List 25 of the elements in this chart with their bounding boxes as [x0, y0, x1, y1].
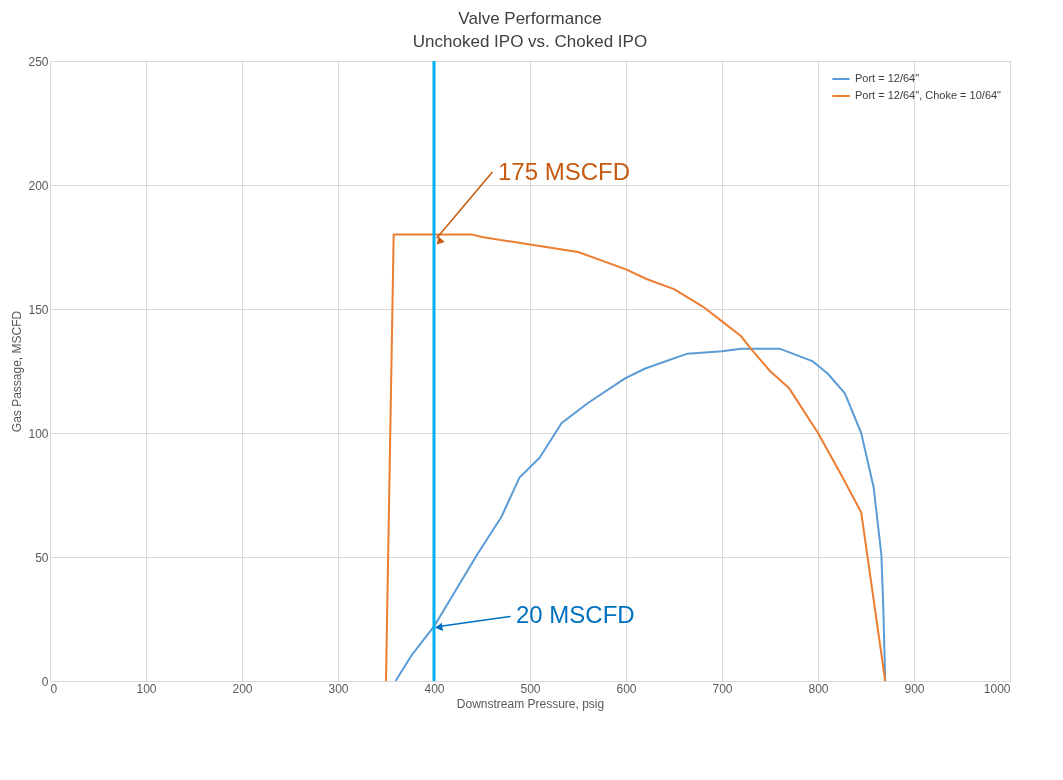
- y-tick-label: 100: [28, 426, 49, 441]
- y-tick-label: 200: [28, 178, 49, 193]
- x-tick-label: 700: [712, 681, 733, 696]
- line-series: [394, 347, 887, 681]
- line-series: [385, 233, 887, 681]
- x-tick-label: 200: [232, 681, 253, 696]
- y-axis-title: Gas Passage, MSCFD: [10, 310, 25, 433]
- y-tick-label: 50: [35, 550, 49, 565]
- x-axis-title: Downstream Pressure, psig: [456, 696, 605, 711]
- legend-label: Port = 12/64", Choke = 10/64": [855, 89, 1002, 101]
- annotation: 20 MSCFD: [516, 601, 635, 629]
- x-tick-label: 900: [904, 681, 925, 696]
- legend-label: Port = 12/64": [855, 72, 920, 84]
- y-tick-label: 150: [28, 302, 49, 317]
- x-tick-label: 800: [808, 681, 829, 696]
- x-tick-label: 400: [424, 681, 445, 696]
- x-tick-label: 100: [136, 681, 157, 696]
- annotation: 175 MSCFD: [498, 157, 631, 185]
- x-tick-label: 300: [328, 681, 349, 696]
- x-tick-label: 600: [616, 681, 637, 696]
- chart-subtitle: Unchoked IPO vs. Choked IPO: [412, 32, 648, 51]
- x-tick-label: 500: [520, 681, 541, 696]
- chart-title: Valve Performance: [458, 9, 602, 28]
- x-tick-label: 1000: [983, 681, 1011, 696]
- y-tick-label: 250: [28, 54, 49, 69]
